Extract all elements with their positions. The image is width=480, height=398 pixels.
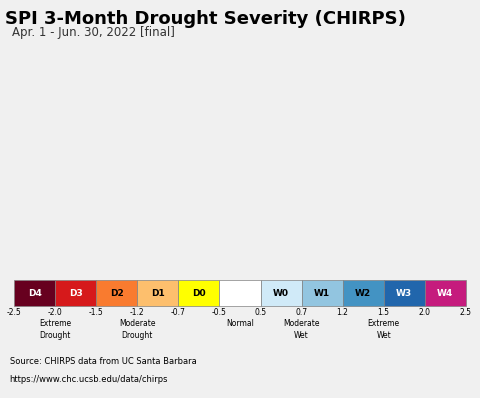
Text: 0.5: 0.5: [254, 308, 266, 316]
Text: W4: W4: [437, 289, 454, 298]
Text: Drought: Drought: [39, 330, 71, 339]
Text: Wet: Wet: [376, 330, 391, 339]
Text: D3: D3: [69, 289, 83, 298]
Text: W3: W3: [396, 289, 412, 298]
Bar: [301, 280, 343, 306]
Bar: [343, 280, 384, 306]
Text: D2: D2: [110, 289, 124, 298]
Text: -1.2: -1.2: [130, 308, 144, 316]
Text: -0.7: -0.7: [171, 308, 186, 316]
Text: D0: D0: [192, 289, 206, 298]
Bar: [137, 280, 179, 306]
Bar: [14, 280, 55, 306]
Text: Normal: Normal: [226, 319, 254, 328]
Text: Moderate: Moderate: [283, 319, 320, 328]
Text: 2.0: 2.0: [419, 308, 431, 316]
Text: Apr. 1 - Jun. 30, 2022 [final]: Apr. 1 - Jun. 30, 2022 [final]: [12, 26, 175, 39]
Bar: [219, 280, 261, 306]
Text: Wet: Wet: [294, 330, 309, 339]
Bar: [261, 280, 301, 306]
Text: -1.5: -1.5: [89, 308, 104, 316]
Text: W1: W1: [314, 289, 330, 298]
Text: D1: D1: [151, 289, 165, 298]
Text: W0: W0: [273, 289, 289, 298]
Text: SPI 3-Month Drought Severity (CHIRPS): SPI 3-Month Drought Severity (CHIRPS): [5, 10, 406, 28]
Bar: [55, 280, 96, 306]
Text: -0.5: -0.5: [212, 308, 227, 316]
Text: W2: W2: [355, 289, 371, 298]
Text: -2.0: -2.0: [48, 308, 62, 316]
Text: https://www.chc.ucsb.edu/data/chirps: https://www.chc.ucsb.edu/data/chirps: [10, 375, 168, 384]
Text: Moderate: Moderate: [119, 319, 156, 328]
Bar: [96, 280, 137, 306]
Text: 2.5: 2.5: [460, 308, 472, 316]
Text: 0.7: 0.7: [296, 308, 308, 316]
Text: D4: D4: [28, 289, 42, 298]
Text: 1.2: 1.2: [336, 308, 348, 316]
Text: Extreme: Extreme: [39, 319, 72, 328]
Text: Source: CHIRPS data from UC Santa Barbara: Source: CHIRPS data from UC Santa Barbar…: [10, 357, 196, 366]
Text: Extreme: Extreme: [368, 319, 400, 328]
Text: -2.5: -2.5: [7, 308, 22, 316]
Bar: [179, 280, 219, 306]
Text: Drought: Drought: [121, 330, 153, 339]
Bar: [384, 280, 425, 306]
Bar: [425, 280, 466, 306]
Text: 1.5: 1.5: [378, 308, 390, 316]
